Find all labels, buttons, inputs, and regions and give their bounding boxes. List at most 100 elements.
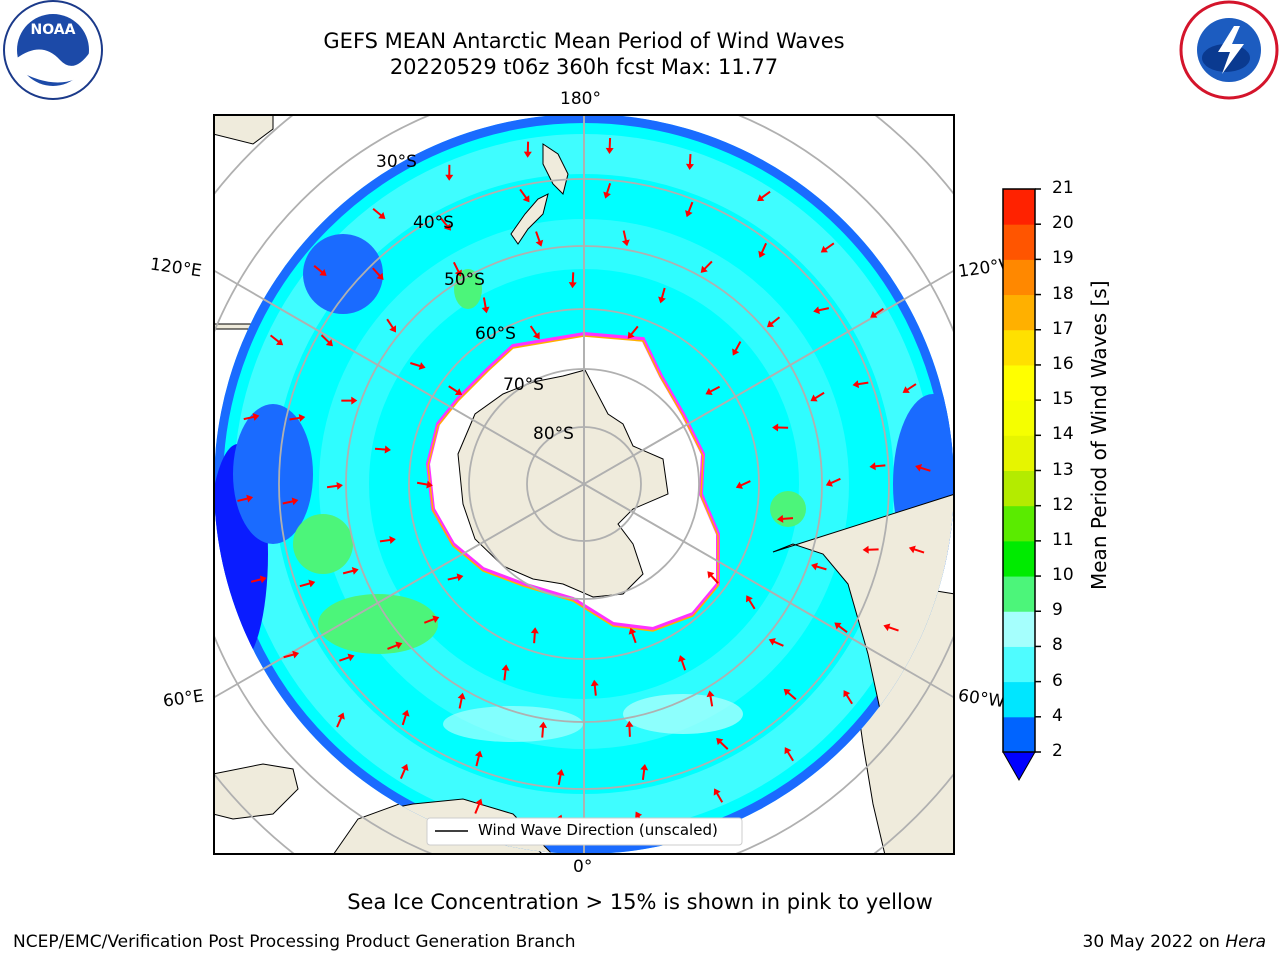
lat-label-60s: 60°S <box>475 324 516 344</box>
colorbar-band <box>1003 400 1035 436</box>
colorbar-tick-label: 13 <box>1052 459 1074 480</box>
wind-wave-arrow <box>440 217 451 231</box>
lon-label-0: 0° <box>573 857 593 877</box>
wind-wave-arrow <box>452 261 462 277</box>
colorbar-tick-labels: 2 4 6 8 9 10 11 12 13 14 15 16 17 18 19 20 21 <box>1052 0 1092 960</box>
wind-wave-arrow <box>735 480 751 489</box>
colorbar-title: Mean Period of Wind Waves [s] <box>1087 280 1111 590</box>
wind-wave-arrow <box>283 650 300 659</box>
wind-wave-arrow <box>713 788 724 803</box>
wind-wave-arrow <box>700 260 713 273</box>
svg-text:NOAA: NOAA <box>31 22 76 38</box>
lat-label-50s: 50°S <box>444 270 485 290</box>
wind-wave-arrow <box>250 575 267 584</box>
caption: Sea Ice Concentration > 15% is shown in … <box>347 890 933 914</box>
wind-wave-arrow <box>387 641 403 650</box>
wind-wave-arrow <box>336 712 345 728</box>
wind-wave-arrow <box>605 137 614 154</box>
colorbar-band <box>1003 470 1035 507</box>
colorbar-tick-label: 10 <box>1052 565 1074 586</box>
wind-wave-arrow <box>289 413 306 422</box>
wind-wave-arrow <box>519 188 530 203</box>
wind-wave-arrow <box>625 720 634 737</box>
wind-wave-arrow <box>902 383 917 393</box>
national-weather-service-logo <box>1179 0 1279 100</box>
footer-date: 30 May 2022 on <box>1082 932 1226 952</box>
wind-wave-arrow <box>539 721 548 738</box>
wind-wave-arrow <box>640 763 649 780</box>
colorbar-band <box>1003 435 1035 471</box>
wind-wave-arrow <box>678 655 687 671</box>
lon-label-180: 180° <box>560 89 601 109</box>
wind-wave-arrow <box>313 265 327 276</box>
wind-wave-arrow <box>269 334 284 346</box>
wind-wave-arrow <box>448 385 463 395</box>
colorbar-tick-label: 12 <box>1052 494 1074 515</box>
colorbar-band <box>1003 364 1035 401</box>
wind-wave-arrow <box>766 316 781 328</box>
wind-wave-arrow <box>401 709 410 726</box>
wind-wave-arrow <box>379 536 396 544</box>
wind-wave-arrow <box>530 627 539 644</box>
wind-wave-arrow <box>447 573 464 582</box>
wind-wave-arrow <box>869 462 886 471</box>
wind-wave-arrow <box>320 334 333 347</box>
wind-wave-arrow <box>883 623 899 632</box>
wind-wave-arrow <box>423 615 440 624</box>
wind-wave-arrow <box>341 396 358 405</box>
lon-label-60w: 60°W <box>956 685 1007 713</box>
wind-wave-arrow <box>685 153 694 170</box>
wind-wave-arrow <box>757 190 771 202</box>
colorbar-tick-label: 18 <box>1052 283 1074 304</box>
wind-wave-arrow <box>556 769 565 786</box>
wind-wave-arrow <box>915 463 931 472</box>
wind-wave-arrow <box>501 664 510 681</box>
wind-wave-arrow <box>372 207 386 219</box>
lon-label-120e: 120°E <box>148 254 203 282</box>
wind-wave-arrow <box>628 627 637 644</box>
wind-wave-arrow <box>410 362 426 370</box>
wind-wave-arrow <box>282 497 299 506</box>
antarctica <box>457 369 669 598</box>
colorbar-band <box>1003 716 1035 753</box>
wind-wave-arrow <box>852 380 869 389</box>
footer-host: Hera <box>1225 932 1266 952</box>
colorbar-tick-label: 17 <box>1052 318 1074 339</box>
wind-wave-arrow <box>908 545 925 554</box>
wind-wave-arrow <box>783 688 797 701</box>
footer-right: 30 May 2022 on Hera <box>1083 932 1267 952</box>
chart-title: GEFS MEAN Antarctic Mean Period of Wind … <box>323 29 845 53</box>
colorbar-band <box>1003 576 1035 612</box>
wind-wave-arrow <box>416 480 433 489</box>
colorbar-tick-label: 6 <box>1052 670 1063 691</box>
colorbar-tick-label: 2 <box>1052 741 1063 761</box>
wind-wave-arrow <box>523 141 532 158</box>
colorbar-tick-label: 20 <box>1052 213 1074 234</box>
colorbar-band <box>1003 681 1035 718</box>
colorbar-tick-label: 14 <box>1052 424 1074 445</box>
wind-wave-arrow <box>374 445 391 454</box>
wind-wave-arrow <box>746 595 756 610</box>
colorbar-tick-label: 9 <box>1052 600 1063 621</box>
colorbar <box>1002 188 1041 782</box>
wind-wave-arrow <box>474 798 483 814</box>
wind-wave-arrow <box>627 325 639 339</box>
wind-wave-arrow <box>529 325 540 340</box>
wind-wave-arrow <box>535 231 544 247</box>
wind-wave-arrow <box>590 679 599 696</box>
colorbar-band <box>1003 294 1035 331</box>
lon-label-60e: 60°E <box>161 686 206 712</box>
wind-wave-arrow <box>445 164 454 181</box>
lat-label-70s: 70°S <box>503 375 544 395</box>
wind-wave-arrow <box>568 272 577 289</box>
wind-wave-arrow <box>243 413 260 421</box>
wind-wave-arrow <box>772 423 789 432</box>
wind-wave-arrow <box>732 341 742 356</box>
wind-wave-arrow <box>474 750 483 767</box>
wind-wave-arrow <box>810 391 825 402</box>
wind-wave-arrow <box>870 307 884 318</box>
chart-subtitle: 20220529 t06z 360h fcst Max: 11.77 <box>389 55 779 79</box>
wind-wave-arrow <box>386 318 396 333</box>
wind-wave-arrow <box>339 653 355 662</box>
wind-wave-arrow <box>768 638 784 647</box>
